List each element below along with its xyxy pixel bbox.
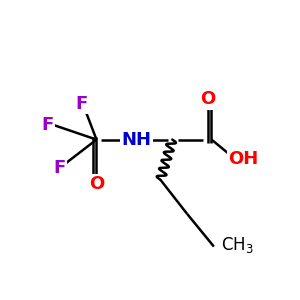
Text: F: F <box>76 95 88 113</box>
Text: F: F <box>41 116 54 134</box>
Text: OH: OH <box>229 150 259 168</box>
Text: O: O <box>200 91 216 109</box>
Text: F: F <box>53 159 65 177</box>
Text: CH$_3$: CH$_3$ <box>221 235 254 255</box>
Text: O: O <box>89 175 104 193</box>
Text: NH: NH <box>122 130 152 148</box>
